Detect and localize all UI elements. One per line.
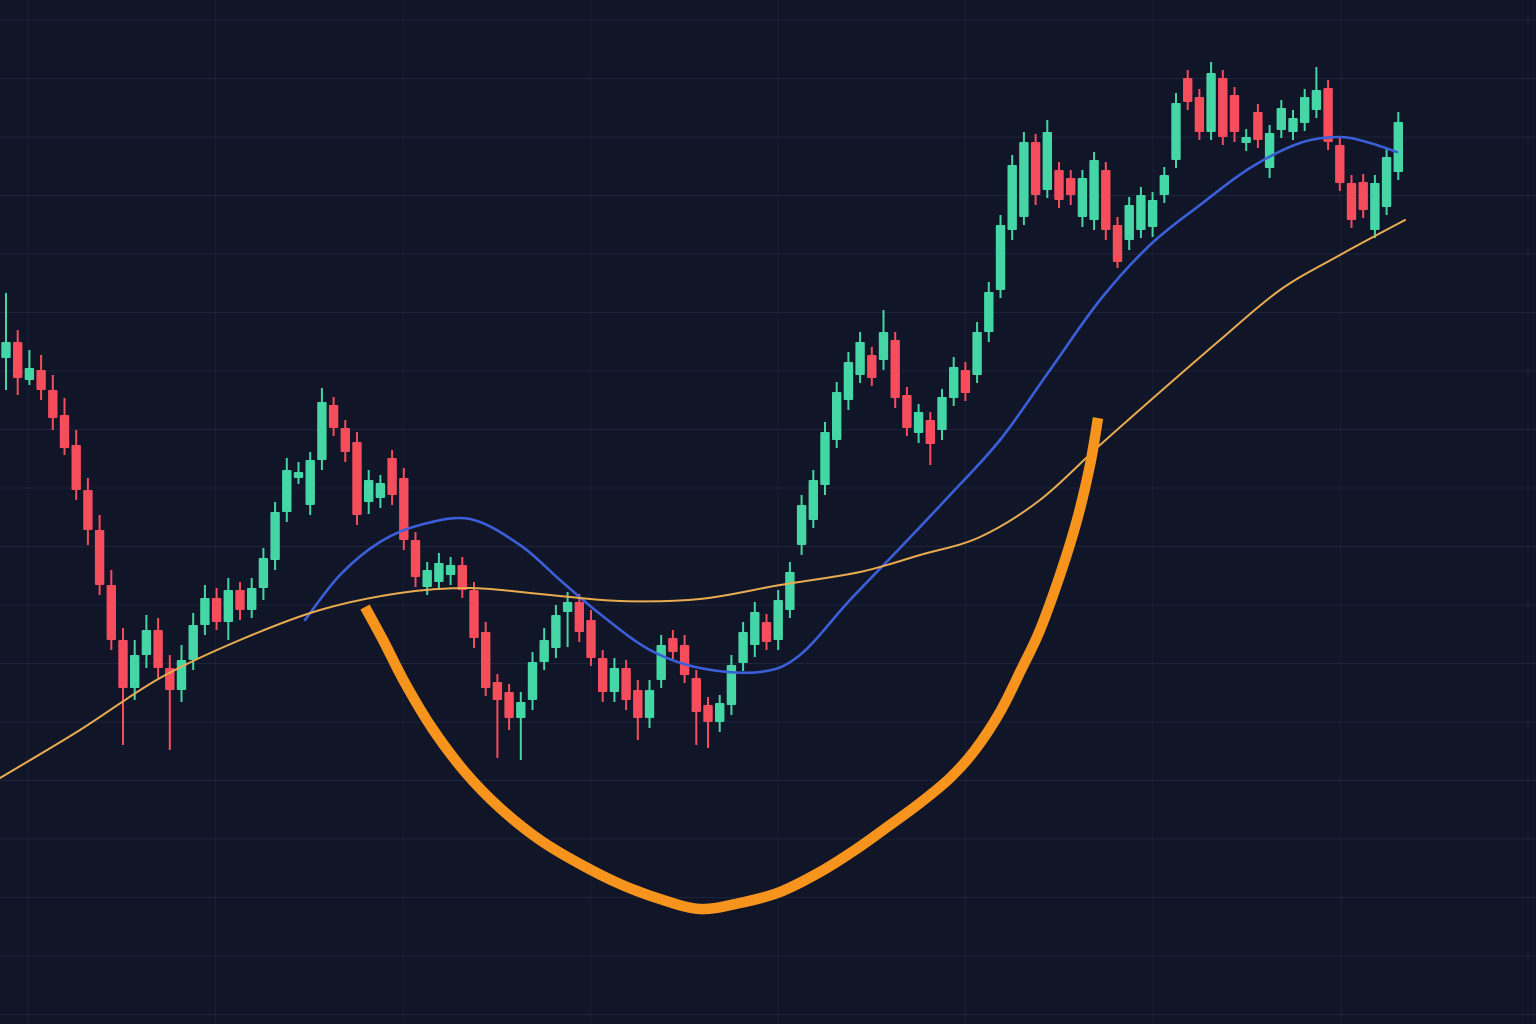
ma-fast-line: [303, 135, 1399, 675]
ma-slow-line: [0, 219, 1406, 779]
cup-pattern-annotation: [360, 417, 1104, 915]
candles-group: [1, 62, 1403, 760]
